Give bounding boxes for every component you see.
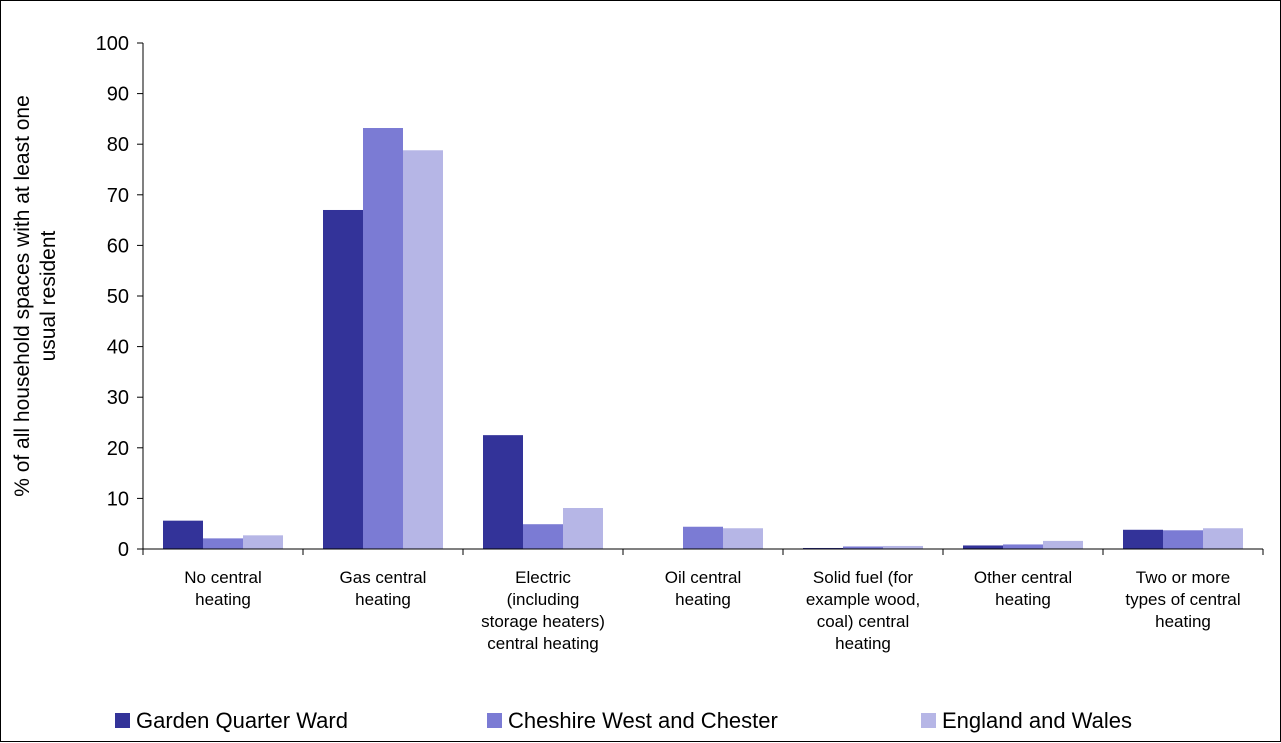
y-tick-label: 0: [118, 539, 129, 561]
bar: [323, 209, 363, 550]
category-label: Other central heating: [974, 568, 1072, 609]
y-tick-label: 10: [107, 488, 129, 510]
y-tick-label: 20: [107, 438, 129, 460]
y-axis-label-line: usual resident: [37, 230, 60, 361]
category-label: Solid fuel (for example wood, coal) centra…: [806, 568, 920, 653]
category-label: Oil central heating: [665, 568, 742, 609]
bar: [1003, 544, 1043, 549]
bar: [163, 520, 203, 549]
legend-item: Cheshire West and Chester: [487, 708, 778, 733]
legend-swatch: [921, 713, 936, 728]
category-labels: No central heating Gas central heating Elect…: [184, 568, 1240, 653]
y-axis-label: % of all household spaces with at least …: [11, 95, 60, 497]
y-tick-label: 100: [96, 33, 129, 55]
bar: [803, 547, 843, 549]
bar: [683, 526, 723, 549]
bar: [1203, 528, 1243, 549]
category-label: Electric (including storage heaters) centra…: [481, 568, 605, 653]
bar: [723, 528, 763, 549]
y-tick-label: 70: [107, 185, 129, 207]
legend-label: England and Wales: [942, 708, 1132, 733]
y-tick-label: 40: [107, 337, 129, 359]
y-tick-label: 90: [107, 84, 129, 106]
bar: [843, 546, 883, 549]
bar: [403, 150, 443, 549]
legend-item: Garden Quarter Ward: [115, 708, 348, 733]
y-axis-label-line: % of all household spaces with at least …: [11, 95, 34, 497]
y-tick-label: 80: [107, 134, 129, 156]
bar: [1123, 529, 1163, 549]
y-tick-label: 60: [107, 235, 129, 257]
category-label: Gas central heating: [340, 568, 427, 609]
bar: [1043, 540, 1083, 549]
bar: [883, 545, 923, 549]
axes: [142, 43, 1264, 555]
legend: Garden Quarter Ward Cheshire West and Che…: [115, 708, 1132, 733]
legend-swatch: [115, 713, 130, 728]
bar: [523, 524, 563, 549]
y-tick-label: 50: [107, 286, 129, 308]
legend-label: Garden Quarter Ward: [136, 708, 348, 733]
legend-swatch: [487, 713, 502, 728]
legend-label: Cheshire West and Chester: [508, 708, 778, 733]
bar: [363, 128, 403, 549]
bar: [1163, 530, 1203, 549]
category-label: No central heating: [184, 568, 261, 609]
bar: [963, 545, 1003, 549]
bar: [203, 538, 243, 549]
bar: [483, 435, 523, 549]
bar: [243, 535, 283, 549]
bar: [563, 508, 603, 549]
category-label: Two or more types of central heating: [1125, 568, 1240, 631]
legend-item: England and Wales: [921, 708, 1132, 733]
bars: [163, 128, 1243, 550]
y-axis-ticks: 0 10 20 30 40 50 60 70 80 90 100: [96, 33, 143, 561]
y-tick-label: 30: [107, 387, 129, 409]
